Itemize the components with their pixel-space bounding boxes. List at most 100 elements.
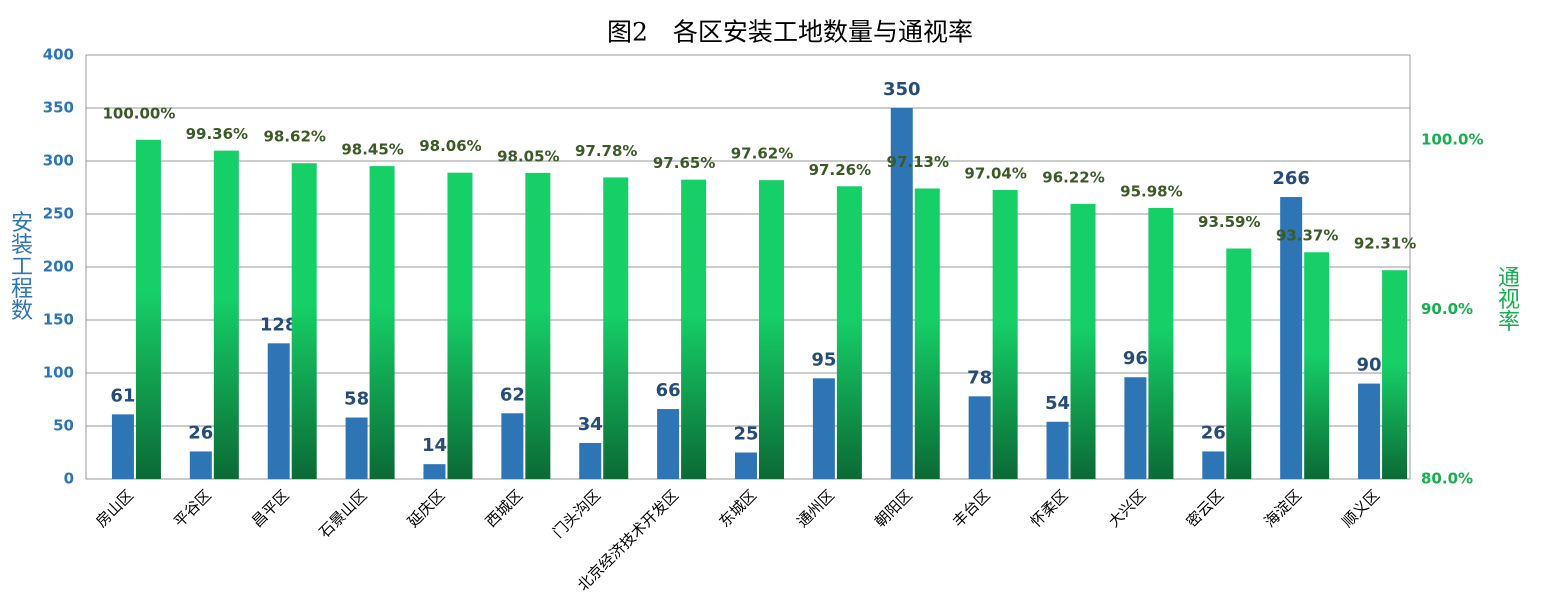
- y2-tick-label: 80.0%: [1421, 470, 1473, 488]
- x-tick-label: 延庆区: [404, 486, 449, 531]
- rate-label: 100.00%: [102, 104, 175, 122]
- count-label: 95: [811, 349, 836, 370]
- rate-bar: [1148, 207, 1174, 480]
- count-bar: [1202, 451, 1225, 479]
- y-tick-label: 350: [43, 99, 74, 117]
- count-bar: [267, 343, 290, 479]
- rate-label: 97.04%: [964, 165, 1026, 183]
- x-tick-label: 怀柔区: [1027, 486, 1072, 531]
- rate-bar: [213, 150, 239, 479]
- x-tick-label: 通州区: [793, 486, 838, 531]
- count-bar: [657, 409, 680, 479]
- rate-label: 97.26%: [809, 161, 871, 179]
- y2-axis-title: 通视率: [1498, 266, 1520, 335]
- rate-bar: [1382, 270, 1408, 479]
- rate-label: 98.62%: [263, 128, 325, 146]
- y2-tick-label: 100.0%: [1421, 130, 1483, 148]
- rate-bar: [1304, 252, 1330, 479]
- count-bar: [735, 452, 757, 479]
- count-label: 61: [110, 385, 135, 406]
- x-tick-label: 房山区: [92, 486, 137, 531]
- y-tick-label: 50: [53, 417, 74, 435]
- count-bar: [1280, 197, 1303, 480]
- count-bar: [423, 464, 446, 479]
- count-bar: [968, 396, 991, 479]
- rate-label: 92.31%: [1354, 235, 1416, 253]
- rate-bar: [759, 180, 784, 479]
- rate-bar: [681, 179, 707, 479]
- rate-label: 97.62%: [731, 145, 793, 163]
- rate-bar: [992, 190, 1018, 480]
- count-label: 14: [422, 435, 447, 456]
- count-label: 78: [967, 367, 992, 388]
- count-label: 25: [733, 424, 758, 445]
- y2-tick-label: 90.0%: [1421, 300, 1473, 318]
- rate-label: 98.05%: [497, 147, 559, 165]
- count-bar: [501, 413, 524, 479]
- rate-bar: [291, 163, 317, 479]
- count-label: 62: [500, 384, 525, 405]
- rate-label: 97.78%: [575, 142, 637, 160]
- y-axis-title: 安装工程数: [11, 211, 33, 324]
- y-tick-label: 0: [64, 470, 74, 488]
- x-tick-label: 昌平区: [248, 486, 293, 531]
- y-tick-label: 200: [43, 258, 74, 276]
- rate-label: 99.36%: [186, 125, 248, 143]
- rate-label: 93.59%: [1198, 213, 1260, 231]
- y-tick-label: 400: [43, 46, 74, 64]
- y-tick-label: 300: [43, 152, 74, 170]
- rate-bar: [135, 139, 161, 480]
- count-bar: [189, 451, 212, 479]
- x-tick-label: 朝阳区: [871, 486, 916, 531]
- rate-bar: [914, 188, 940, 479]
- x-tick-label: 顺义区: [1339, 486, 1384, 531]
- rate-label: 98.06%: [419, 137, 481, 155]
- rate-label: 95.98%: [1120, 182, 1182, 200]
- x-tick-label: 东城区: [715, 486, 760, 531]
- count-label: 58: [344, 389, 369, 410]
- x-tick-label: 石景山区: [315, 486, 370, 541]
- y-tick-label: 150: [43, 311, 74, 329]
- count-label: 66: [656, 380, 681, 401]
- count-bar: [1358, 383, 1381, 479]
- rate-label: 96.22%: [1042, 168, 1104, 186]
- rate-bar: [1226, 248, 1252, 479]
- count-label: 54: [1045, 393, 1070, 414]
- y-tick-label: 250: [43, 205, 74, 223]
- count-label: 266: [1272, 168, 1310, 189]
- x-tick-label: 大兴区: [1105, 486, 1150, 531]
- count-bar: [1124, 377, 1147, 479]
- count-label: 26: [1201, 422, 1226, 443]
- rate-bar: [836, 186, 862, 480]
- rate-label: 97.65%: [653, 154, 715, 172]
- x-tick-label: 海淀区: [1261, 486, 1306, 531]
- count-label: 350: [883, 79, 921, 100]
- x-tick-label: 平谷区: [170, 486, 215, 531]
- rate-bar: [369, 166, 395, 479]
- count-bar: [111, 414, 134, 479]
- rate-bar: [525, 172, 551, 479]
- chart-title: 图2 各区安装工地数量与通视率: [607, 18, 973, 47]
- rate-bar: [447, 172, 473, 479]
- count-bar: [812, 378, 835, 479]
- rate-bar: [603, 177, 629, 479]
- count-bar: [345, 417, 368, 479]
- count-label: 34: [578, 414, 603, 435]
- count-bar: [1046, 421, 1069, 479]
- x-tick-label: 西城区: [482, 486, 527, 531]
- count-label: 96: [1123, 348, 1148, 369]
- x-tick-label: 密云区: [1183, 486, 1228, 531]
- count-label: 26: [188, 422, 213, 443]
- count-bar: [579, 442, 602, 479]
- y-tick-label: 100: [43, 364, 74, 382]
- count-label: 90: [1357, 355, 1382, 376]
- count-bar: [890, 108, 913, 479]
- rate-label: 98.45%: [341, 141, 403, 159]
- rate-label: 97.13%: [887, 153, 949, 171]
- x-tick-label: 丰台区: [949, 486, 994, 531]
- rate-label: 93.37%: [1276, 227, 1338, 245]
- count-label: 128: [260, 314, 298, 335]
- x-tick-label: 门头沟区: [549, 486, 604, 541]
- rate-bar: [1070, 203, 1096, 479]
